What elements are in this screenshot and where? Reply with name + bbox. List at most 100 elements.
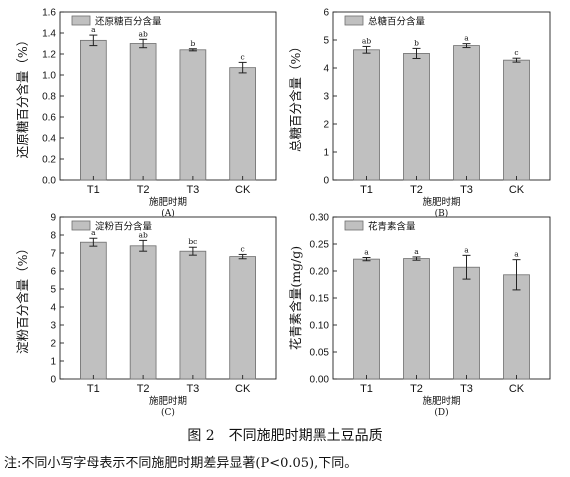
- bar: [179, 250, 207, 380]
- y-tick-label: 1.4: [42, 29, 56, 40]
- x-tick-label: T3: [186, 383, 199, 395]
- x-axis-title: 施肥时期: [422, 196, 460, 208]
- y-tick-label: 6: [50, 267, 56, 278]
- x-tick-label: T1: [87, 383, 100, 395]
- figure-note: 注:不同小写字母表示不同施肥时期差异显著(P<0.05),下同。: [4, 456, 358, 471]
- x-tick-label: T1: [87, 184, 100, 196]
- x-tick-label: T2: [410, 184, 423, 196]
- bar: [129, 43, 157, 181]
- y-tick-label: 1: [323, 148, 329, 159]
- y-axis-title: 淀粉百分含量（%）: [15, 242, 30, 354]
- bar: [453, 45, 480, 181]
- legend-swatch: [71, 15, 91, 26]
- significance-letter: c: [241, 52, 245, 61]
- y-tick-label: 5: [323, 36, 329, 47]
- y-tick-label: 7: [50, 249, 56, 260]
- x-axis-title: 施肥时期: [422, 395, 460, 407]
- legend-swatch: [344, 15, 364, 26]
- bar: [353, 49, 380, 181]
- x-tick-label: T2: [137, 383, 150, 395]
- significance-letter: a: [464, 34, 469, 43]
- y-tick-label: 5: [50, 285, 56, 296]
- y-tick-label: 0.05: [310, 348, 330, 359]
- legend-label: 总糖百分含量: [368, 16, 426, 28]
- legend-swatch: [71, 220, 91, 231]
- significance-letter: a: [91, 228, 96, 237]
- y-axis-title: 花青素含量(mg/g): [288, 246, 303, 350]
- chart-panel-3: 0 1 2 3 4 5 6 7 8 9 a T1 ab T2 bc T3 c CK 施肥时期(C) 淀粉百分含量（%）…: [15, 213, 277, 418]
- panel-label: (C): [161, 407, 175, 418]
- bar: [229, 67, 256, 181]
- bar: [80, 241, 107, 380]
- x-tick-label: CK: [509, 383, 525, 395]
- x-tick-label: T1: [360, 383, 373, 395]
- y-tick-label: 8: [50, 231, 56, 242]
- y-tick-label: 0: [50, 375, 56, 386]
- x-tick-label: T2: [410, 383, 423, 395]
- legend-label: 淀粉百分含量: [95, 221, 153, 233]
- bar: [403, 53, 430, 181]
- y-tick-label: 1.6: [42, 8, 56, 19]
- bar: [503, 274, 530, 380]
- y-tick-label: 0.25: [310, 240, 330, 251]
- y-tick-label: 0.8: [42, 92, 56, 103]
- y-tick-label: 0.2: [42, 155, 56, 166]
- y-tick-label: 0.10: [310, 321, 330, 332]
- y-tick-label: 9: [50, 213, 56, 224]
- significance-letter: b: [190, 39, 195, 48]
- x-tick-label: CK: [509, 184, 525, 196]
- y-tick-label: 0.15: [310, 294, 330, 305]
- panel-label: (B): [435, 208, 449, 219]
- y-axis-title: 总糖百分含量（%）: [288, 40, 303, 152]
- bar: [80, 39, 107, 181]
- bar: [179, 49, 207, 181]
- y-axis-title: 还原糖百分含量（%）: [15, 34, 30, 158]
- bar: [503, 59, 530, 181]
- bar: [229, 256, 256, 380]
- x-axis-title: 施肥时期: [149, 196, 187, 208]
- figure-title: 不同施肥时期黑土豆品质: [228, 428, 383, 444]
- y-tick-label: 0.0: [42, 176, 56, 187]
- significance-letter: ab: [362, 36, 371, 45]
- figure-number: 图 2: [187, 428, 215, 444]
- x-tick-label: T2: [137, 184, 150, 196]
- significance-letter: a: [514, 250, 519, 259]
- y-tick-label: 3: [50, 321, 56, 332]
- panel-label: (D): [434, 407, 448, 418]
- legend-label: 花青素含量: [368, 221, 416, 233]
- panel-label: (A): [161, 208, 175, 219]
- significance-letter: a: [364, 248, 369, 257]
- bar: [453, 266, 480, 380]
- bar: [353, 258, 380, 380]
- y-tick-label: 0.20: [310, 267, 330, 278]
- y-tick-label: 0.4: [42, 134, 56, 145]
- y-tick-label: 2: [50, 339, 56, 350]
- x-axis-title: 施肥时期: [149, 395, 187, 407]
- significance-letter: c: [241, 244, 245, 253]
- significance-letter: b: [414, 38, 419, 47]
- bar: [129, 245, 157, 380]
- significance-letter: ab: [138, 29, 147, 38]
- x-tick-label: T3: [460, 383, 473, 395]
- significance-letter: a: [464, 245, 469, 254]
- y-tick-label: 1.2: [42, 50, 56, 61]
- significance-letter: a: [414, 247, 419, 256]
- significance-letter: c: [514, 48, 518, 57]
- x-tick-label: T1: [360, 184, 373, 196]
- figure-panels: 0.00.20.40.60.81.01.21.41.6aT1abT2bT3cCK…: [15, 8, 551, 418]
- y-tick-label: 6: [323, 8, 329, 19]
- significance-letter: a: [91, 25, 96, 34]
- significance-letter: ab: [138, 230, 147, 239]
- x-tick-label: CK: [235, 383, 251, 395]
- x-tick-label: T3: [460, 184, 473, 196]
- legend-label: 还原糖百分含量: [95, 16, 162, 28]
- y-tick-label: 1: [50, 357, 56, 368]
- y-tick-label: 0.00: [310, 375, 330, 386]
- bar: [403, 258, 430, 380]
- y-tick-label: 4: [323, 64, 329, 75]
- x-tick-label: CK: [235, 184, 251, 196]
- significance-letter: bc: [188, 237, 197, 246]
- y-tick-label: 0.6: [42, 113, 56, 124]
- y-tick-label: 0.30: [310, 213, 330, 224]
- y-tick-label: 3: [323, 92, 329, 103]
